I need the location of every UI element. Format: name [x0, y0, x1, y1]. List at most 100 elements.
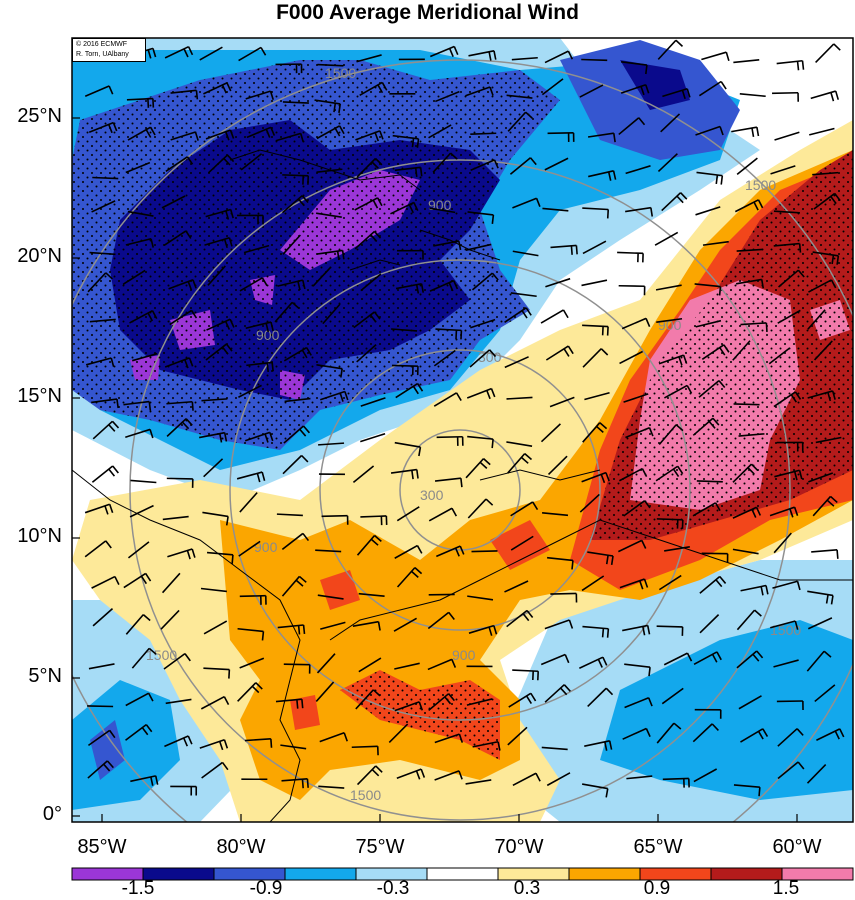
wind-barb: [126, 97, 153, 101]
wind-barb-flag: [672, 468, 680, 477]
wind-barb-flag: [601, 628, 605, 638]
wind-barb: [316, 364, 343, 370]
wind-barb: [170, 131, 196, 141]
wind-barb: [435, 90, 460, 103]
wind-barb-flag: [834, 192, 841, 202]
wind-barb-flag: [340, 368, 343, 378]
wind-barb-flag: [751, 127, 755, 138]
wind-barb: [504, 307, 527, 323]
wind-barb-flag: [297, 198, 305, 207]
wind-barb-flag: [194, 131, 199, 141]
wind-barb-flag: [638, 580, 644, 590]
wind-barb: [428, 507, 453, 522]
wind-barb: [203, 458, 224, 478]
wind-barb-flag: [715, 579, 723, 588]
wind-barb-flag: [152, 48, 157, 58]
wind-barb: [470, 318, 496, 329]
wind-barb: [281, 777, 308, 782]
wind-barb: [433, 240, 460, 247]
wind-barb-flag: [297, 625, 301, 635]
wind-barb-flag: [377, 621, 381, 631]
wind-barb: [774, 131, 800, 141]
wind-barb: [203, 667, 230, 671]
wind-barb-flag: [535, 197, 541, 207]
wind-barb-flag: [520, 456, 529, 464]
wind-barb: [732, 340, 751, 361]
wind-barb: [777, 728, 798, 747]
wind-barb: [773, 242, 800, 247]
wind-barb-flag: [765, 322, 768, 332]
wind-barb-flag: [185, 230, 192, 239]
wind-barb-flag: [218, 741, 224, 751]
wind-barb-flag: [453, 280, 459, 290]
wind-barb-flag: [605, 687, 614, 696]
wind-barb-flag: [416, 138, 420, 148]
wind-barb-flag: [377, 84, 384, 94]
wind-barb: [512, 250, 539, 257]
wind-barb-flag: [789, 508, 794, 518]
wind-barb-flag: [460, 478, 463, 488]
wind-barb: [429, 279, 455, 292]
wind-barb: [282, 454, 303, 475]
wind-barb: [656, 518, 683, 521]
wind-barb-flag: [790, 394, 798, 403]
wind-barb: [84, 85, 110, 97]
wind-barb-flag: [645, 64, 648, 75]
wind-barb-flag: [793, 506, 799, 516]
wind-barb: [276, 513, 303, 517]
wind-barb: [396, 768, 422, 779]
wind-barb-flag: [486, 390, 491, 400]
wind-barb-flag: [106, 760, 114, 769]
wind-barb: [510, 292, 537, 298]
wind-barb: [238, 540, 261, 557]
wind-barb: [581, 58, 608, 62]
wind-barb: [316, 653, 336, 674]
wind-barb-flag: [372, 689, 381, 697]
wind-barb-flag: [750, 463, 759, 472]
wind-barb-flag: [758, 787, 761, 797]
wind-barb: [391, 364, 418, 367]
wind-barb: [358, 657, 382, 673]
wind-barb-flag: [301, 779, 304, 789]
wind-barb: [581, 575, 605, 592]
wind-barb-flag: [251, 685, 260, 694]
wind-barb-flag: [190, 310, 198, 319]
wind-barb-flag: [270, 321, 274, 331]
wind-barb-flag: [568, 619, 574, 629]
wind-barb: [736, 650, 758, 669]
wind-barb: [619, 578, 645, 589]
wind-barb: [203, 620, 228, 635]
wind-barb: [318, 785, 345, 789]
wind-barb-flag: [714, 502, 721, 512]
wind-barb: [318, 442, 345, 446]
wind-barb-flag: [256, 473, 261, 483]
wind-barb-flag: [306, 778, 309, 788]
wind-barb-flag: [826, 499, 835, 507]
wind-barb: [201, 761, 223, 779]
wind-barb: [549, 396, 575, 408]
wind-barb: [356, 54, 382, 63]
wind-barb-flag: [411, 470, 414, 480]
wind-barb: [467, 595, 494, 601]
lon-label: 75°W: [355, 836, 405, 858]
wind-barb-flag: [458, 733, 464, 743]
wind-barb: [88, 663, 115, 670]
wind-barb: [236, 471, 263, 480]
wind-barb-flag: [613, 133, 616, 143]
wind-barb: [125, 161, 151, 174]
wind-barb: [544, 50, 569, 64]
wind-barb-flag: [493, 50, 497, 60]
contour-label: 900: [256, 327, 280, 343]
wind-barb-flag: [827, 392, 832, 402]
wind-barb: [199, 431, 225, 439]
wind-barb-flag: [524, 453, 533, 461]
wind-barb: [735, 278, 762, 285]
wind-barb-flag: [794, 620, 799, 630]
wind-barb: [129, 504, 154, 518]
wind-barb: [394, 701, 420, 712]
wind-barb: [506, 396, 533, 400]
wind-barb: [436, 545, 461, 558]
wind-barb-flag: [747, 467, 755, 475]
wind-barb-flag: [223, 157, 231, 166]
